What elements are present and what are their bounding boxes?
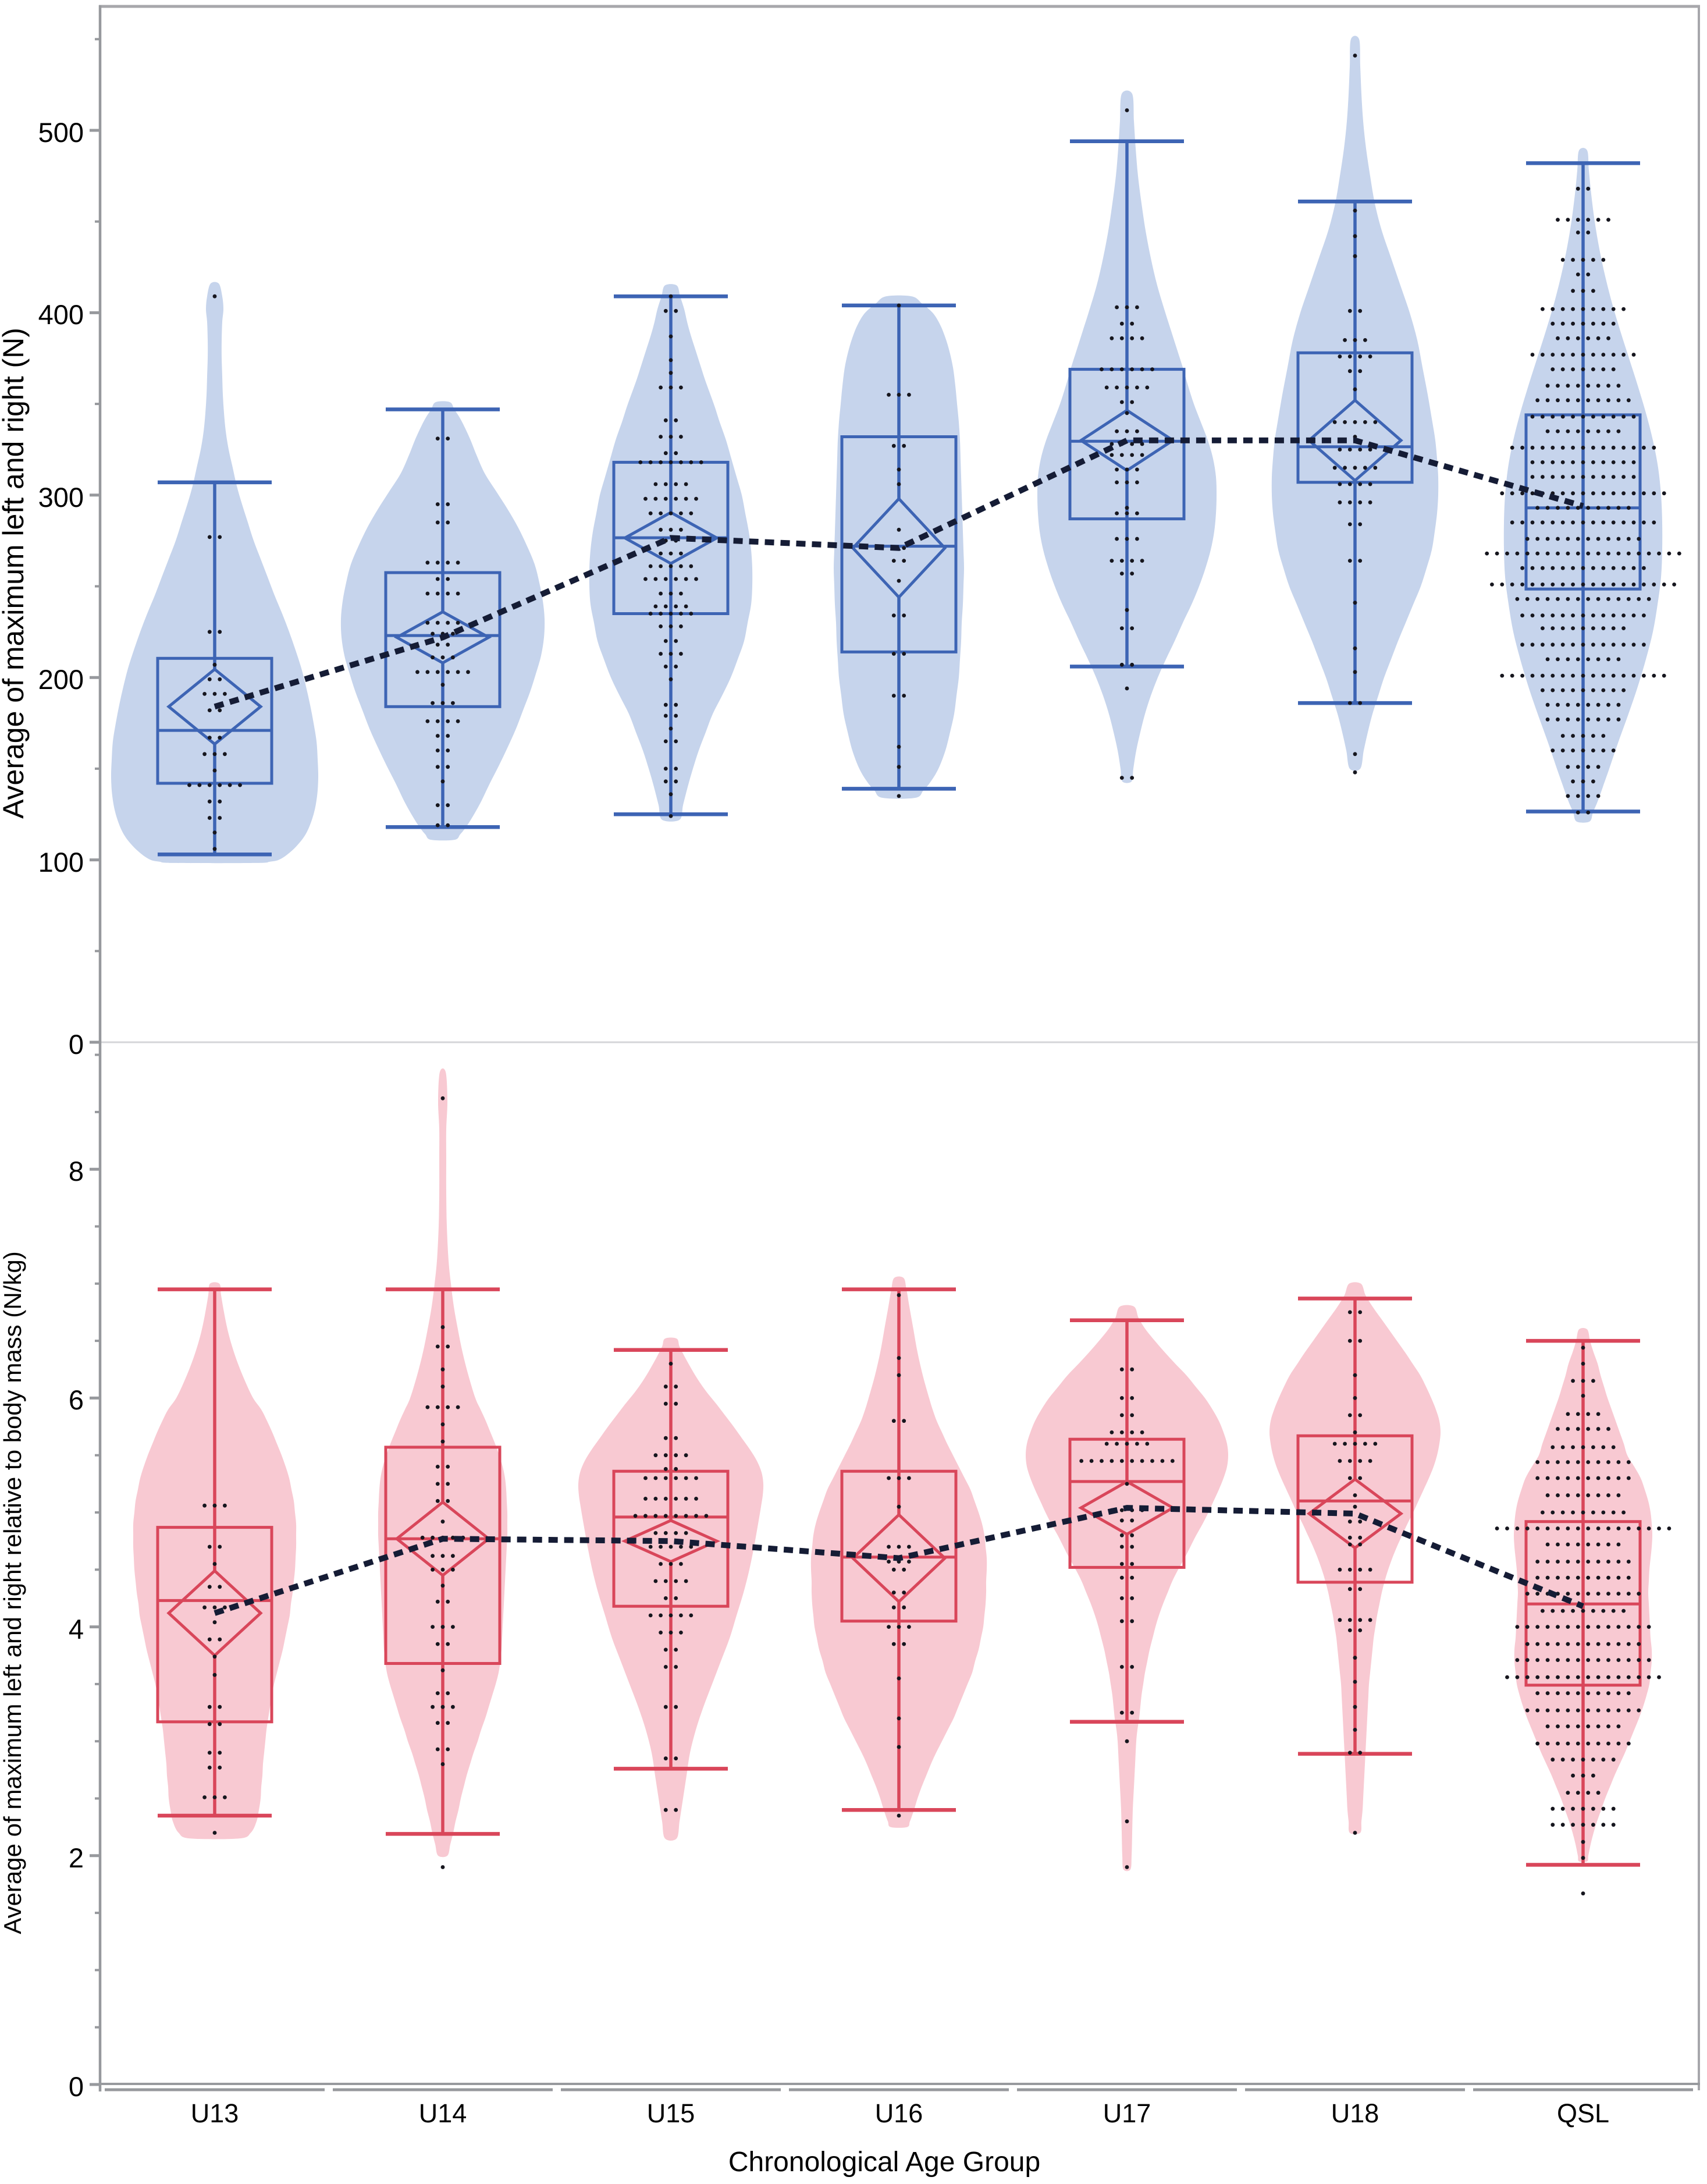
svg-text:Average of maximum left and ri: Average of maximum left and right (N) <box>0 328 30 819</box>
svg-text:400: 400 <box>38 299 84 330</box>
svg-text:U14: U14 <box>419 2098 467 2128</box>
svg-text:Average of maximum left and ri: Average of maximum left and right relati… <box>0 1251 26 1934</box>
svg-text:U15: U15 <box>647 2098 695 2128</box>
svg-text:2: 2 <box>69 1842 84 1873</box>
svg-text:100: 100 <box>38 847 84 878</box>
svg-text:U17: U17 <box>1103 2098 1151 2128</box>
svg-text:0: 0 <box>69 1029 84 1060</box>
svg-text:500: 500 <box>38 117 84 148</box>
svg-text:6: 6 <box>69 1384 84 1415</box>
svg-text:U18: U18 <box>1331 2098 1379 2128</box>
svg-text:8: 8 <box>69 1156 84 1187</box>
svg-text:0: 0 <box>69 2071 84 2102</box>
svg-text:300: 300 <box>38 482 84 513</box>
svg-text:U13: U13 <box>191 2098 239 2128</box>
svg-text:QSL: QSL <box>1557 2098 1609 2128</box>
svg-text:U16: U16 <box>875 2098 923 2128</box>
svg-text:4: 4 <box>69 1614 84 1645</box>
svg-text:200: 200 <box>38 664 84 695</box>
svg-text:Chronological Age Group: Chronological Age Group <box>728 2147 1040 2178</box>
